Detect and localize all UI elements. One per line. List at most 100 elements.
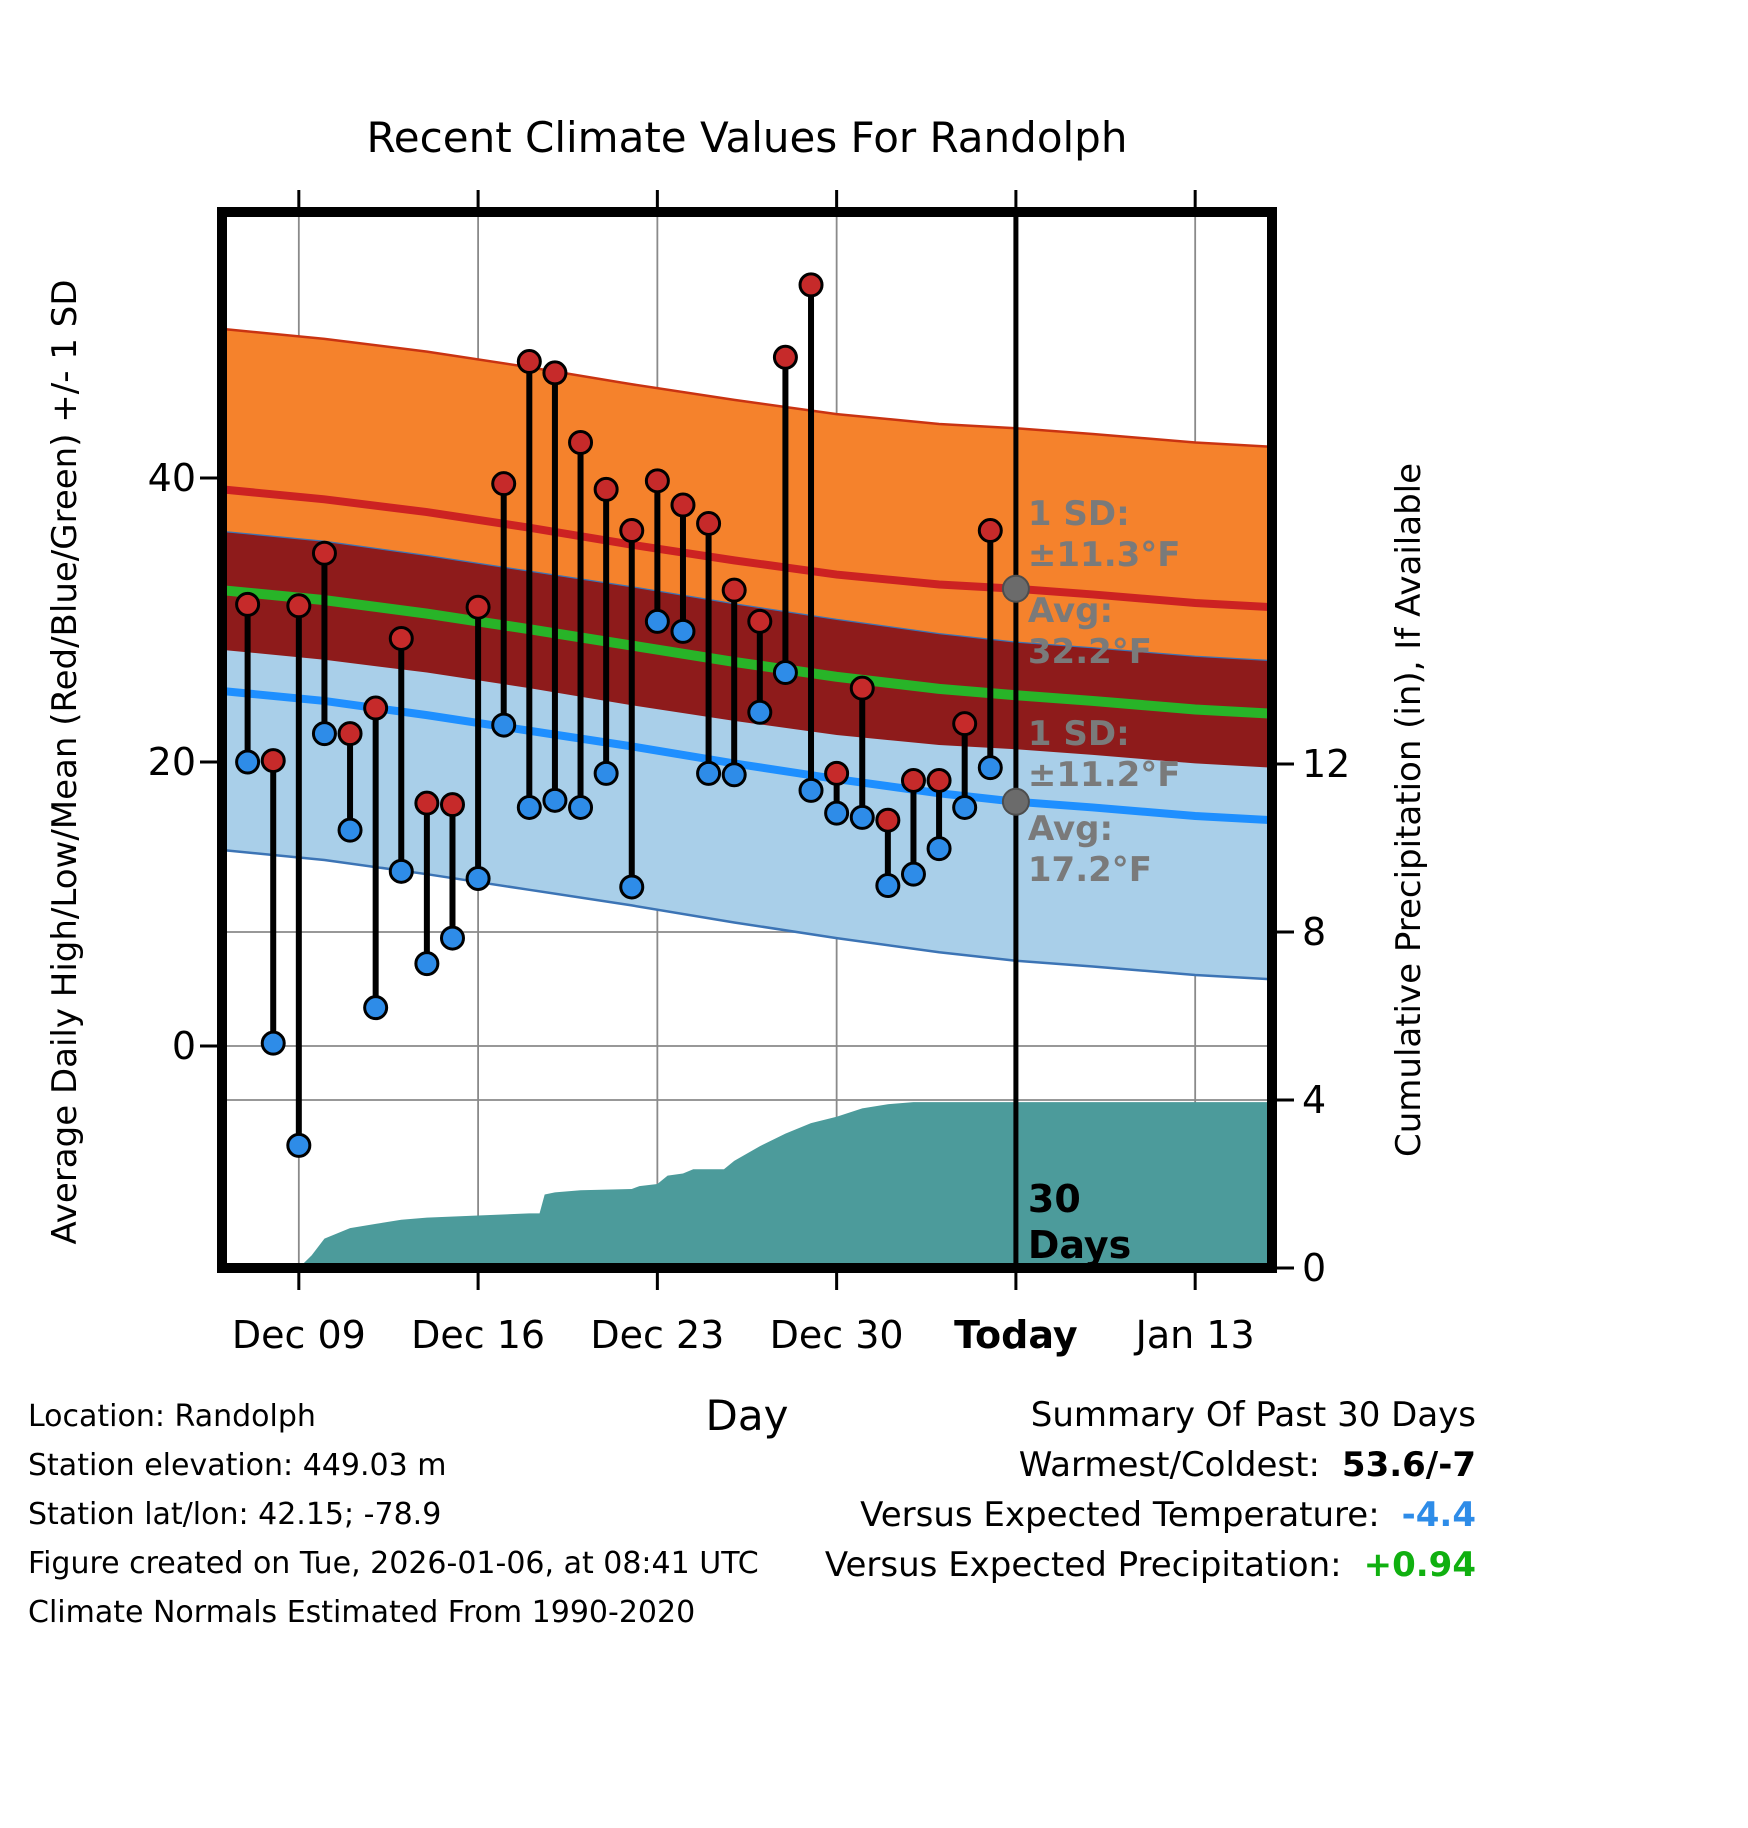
summary-vs-temp: Versus Expected Temperature: -4.4 [825,1490,1476,1540]
daily-low-dot [439,925,465,951]
daily-high-dot [235,591,261,617]
daily-high-dot [772,344,798,370]
daily-high-dot [644,468,670,494]
vs-temp-value: -4.4 [1401,1495,1476,1535]
x-tick-label: Today [954,1313,1078,1357]
summary-vs-precip: Versus Expected Precipitation: +0.94 [825,1540,1476,1590]
summary-warmest-coldest: Warmest/Coldest: 53.6/-7 [825,1440,1476,1490]
precip-tick-label: 4 [1302,1078,1326,1122]
x-tick-label: Dec 30 [770,1313,904,1357]
precip-tick-label: 8 [1302,910,1326,954]
station-latlon: Station lat/lon: 42.15; -78.9 [28,1497,442,1532]
daily-low-dot [926,836,952,862]
daily-high-dot [875,807,901,833]
daily-low-dot [798,777,824,803]
precip-tick-label: 12 [1302,742,1350,786]
daily-low-dot [235,749,261,775]
daily-low-dot [260,1030,286,1056]
vs-temp-label: Versus Expected Temperature: [860,1495,1380,1535]
daily-high-dot [439,792,465,818]
daily-high-dot [952,711,978,737]
daily-low-dot [721,762,747,788]
daily-high-dot [260,748,286,774]
station-elevation: Station elevation: 449.03 m [28,1448,447,1483]
plot-border [217,207,1277,1273]
temp-tick-label: 40 [148,456,196,500]
daily-high-dot [568,430,594,455]
daily-low-dot [414,951,440,977]
climate-normals-note: Climate Normals Estimated From 1990-2020 [28,1595,696,1630]
vs-precip-label: Versus Expected Precipitation: [824,1545,1342,1585]
daily-low-dot [696,760,722,786]
daily-high-dot [593,476,619,502]
sd-avg-annotation: ±11.3°F [1028,535,1181,575]
daily-high-dot [824,760,850,786]
thirty-days-annotation: 30 [1028,1177,1081,1221]
sd-avg-annotation: 32.2°F [1028,632,1152,672]
chart-title: Recent Climate Values For Randolph [367,113,1128,162]
daily-high-dot [926,767,952,793]
sd-avg-annotation: Avg: [1028,809,1113,849]
y-axis-right-label: Cumulative Precipitation (in), If Availa… [1389,463,1429,1157]
daily-high-dot [414,790,440,816]
vs-precip-value: +0.94 [1363,1545,1476,1585]
daily-low-dot [849,804,875,830]
x-tick-label: Dec 23 [590,1313,724,1357]
daily-high-dot [798,272,824,298]
daily-high-dot [542,360,568,386]
sd-avg-annotation: 17.2°F [1028,850,1152,890]
daily-low-dot [337,817,363,843]
y-axis-left-label: Average Daily High/Low/Mean (Red/Blue/Gr… [45,280,85,1245]
daily-high-dot [286,593,312,619]
daily-high-dot [721,577,747,603]
precip-tick-label: 0 [1302,1246,1326,1290]
daily-high-dot [465,594,491,620]
station-info: Location: Randolph Station elevation: 44… [28,1392,759,1637]
daily-low-dot [286,1132,312,1158]
daily-low-dot [875,873,901,899]
daily-low-dot [824,800,850,826]
temp-tick-label: 20 [148,740,196,784]
daily-low-dot [747,699,773,725]
daily-low-dot [644,608,670,634]
daily-low-dot [388,858,414,884]
daily-high-dot [491,471,517,497]
daily-low-dot [516,794,542,820]
daily-high-dot [388,625,414,651]
sd-avg-annotation: 1 SD: [1028,494,1130,534]
warmest-coldest-value: 53.6/-7 [1341,1445,1476,1485]
daily-high-dot [311,540,337,566]
daily-high-dot [516,349,542,375]
daily-high-dot [849,675,875,701]
daily-low-dot [952,794,978,820]
x-tick-label: Jan 13 [1134,1313,1255,1357]
x-axis-label: Day [706,1391,789,1440]
daily-high-dot [670,492,696,518]
daily-low-dot [311,721,337,747]
summary-heading: Summary Of Past 30 Days [1030,1395,1476,1435]
cumulative-precip-area [298,1102,1273,1268]
daily-high-dot [900,767,926,793]
sd-avg-annotation: 1 SD: [1028,714,1130,754]
station-location: Location: Randolph [28,1399,316,1434]
daily-high-dot [977,518,1003,544]
daily-low-dot [542,787,568,813]
daily-high-dot [619,518,645,544]
temp-tick-label: 0 [172,1024,196,1068]
daily-low-dot [465,865,491,891]
avg-low-line [221,687,1273,825]
thirty-days-annotation: Days [1028,1223,1131,1267]
daily-high-dot [696,510,722,536]
sd-avg-annotation: Avg: [1028,591,1113,631]
daily-low-dot [977,755,1003,781]
overlap-band [222,531,1272,768]
daily-high-dot [337,721,363,747]
daily-low-dot [619,874,645,900]
x-tick-label: Dec 09 [232,1313,366,1357]
summary-panel: Summary Of Past 30 Days Warmest/Coldest:… [825,1390,1476,1590]
daily-low-dot [363,995,389,1021]
daily-high-dot [747,608,773,634]
figure-created: Figure created on Tue, 2026-01-06, at 08… [28,1546,759,1581]
daily-low-dot [900,861,926,887]
